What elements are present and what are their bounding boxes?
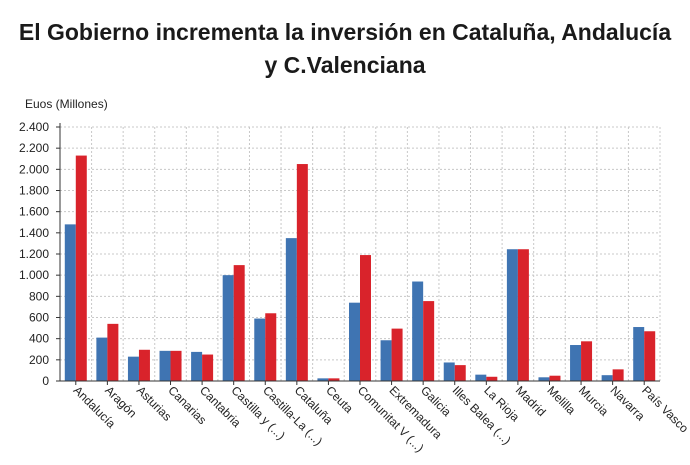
bar-series-1-7 [285,238,297,381]
y-tick-labels: 0 200 400 600 800 1.000 1.200 1.400 1.600 1.800 2.… [19,120,49,388]
y-tick-label: 400 [29,332,49,346]
bar-series-2-10 [391,328,403,381]
bar-series-2-13 [486,376,498,381]
bar-series-2-8 [328,378,340,381]
bar-series-2-16 [581,341,593,381]
bar-series-1-17 [601,375,613,381]
bar-series-2-5 [233,265,245,381]
bar-series-1-2 [127,356,139,381]
bar-series-2-0 [75,155,87,381]
bar-series-1-15 [538,377,550,381]
y-tick-label: 200 [29,353,49,367]
y-tick-label: 1.600 [19,205,49,219]
bar-series-1-14 [506,249,518,381]
y-tick-label: 2.000 [19,162,49,176]
bar-series-1-12 [443,362,455,381]
y-tick-label: 1.400 [19,226,49,240]
y-tick-label: 800 [29,289,49,303]
bar-series-2-7 [296,164,308,381]
bar-series-2-15 [549,375,561,381]
bar-series-2-18 [644,331,656,381]
y-axis-label: Euos (Millones) [25,97,108,111]
bar-series-1-9 [349,302,360,381]
y-tick-label: 1.000 [19,268,49,282]
y-tick-label: 1.200 [19,247,49,261]
bar-series-2-9 [360,255,371,381]
bar-series-1-8 [317,378,329,381]
bar-series-1-4 [191,351,203,381]
bar-series-1-0 [64,224,76,381]
chart-title: El Gobierno incrementa la inversión en C… [0,16,690,82]
bar-series-1-11 [412,281,424,381]
chart-title-line-1: El Gobierno incrementa la inversión en C… [18,19,672,45]
bars [64,155,656,381]
bar-series-1-5 [222,275,234,381]
bar-series-1-13 [475,374,487,381]
bar-series-2-6 [265,313,277,381]
bar-series-1-10 [380,340,392,381]
x-tick-label: Murcia [576,383,612,419]
y-tick-label: 1.800 [19,184,49,198]
bar-series-2-11 [423,301,435,381]
axes [56,123,660,385]
bar-series-2-14 [517,249,529,381]
chart-title-line-2: y C.Valenciana [264,52,426,78]
bar-series-1-6 [254,318,266,381]
x-tick-label: País Vasco [639,383,690,435]
bar-series-1-3 [159,350,171,381]
x-tick-labels: AndalucíaAragónAsturiasCanariasCantabria… [71,383,690,455]
bar-series-2-4 [202,354,214,381]
y-tick-label: 600 [29,311,49,325]
bar-series-1-18 [633,327,645,381]
y-tick-label: 0 [42,374,49,388]
bar-series-1-16 [570,345,582,381]
y-tick-label: 2.200 [19,141,49,155]
bar-series-2-2 [138,349,150,381]
bar-series-1-1 [96,337,108,381]
bar-series-2-1 [107,323,119,381]
bar-series-2-17 [612,369,624,381]
bar-series-2-12 [454,365,466,381]
x-tick-label: Melilla [544,383,578,417]
bar-series-2-3 [170,350,182,381]
y-tick-label: 2.400 [19,120,49,134]
